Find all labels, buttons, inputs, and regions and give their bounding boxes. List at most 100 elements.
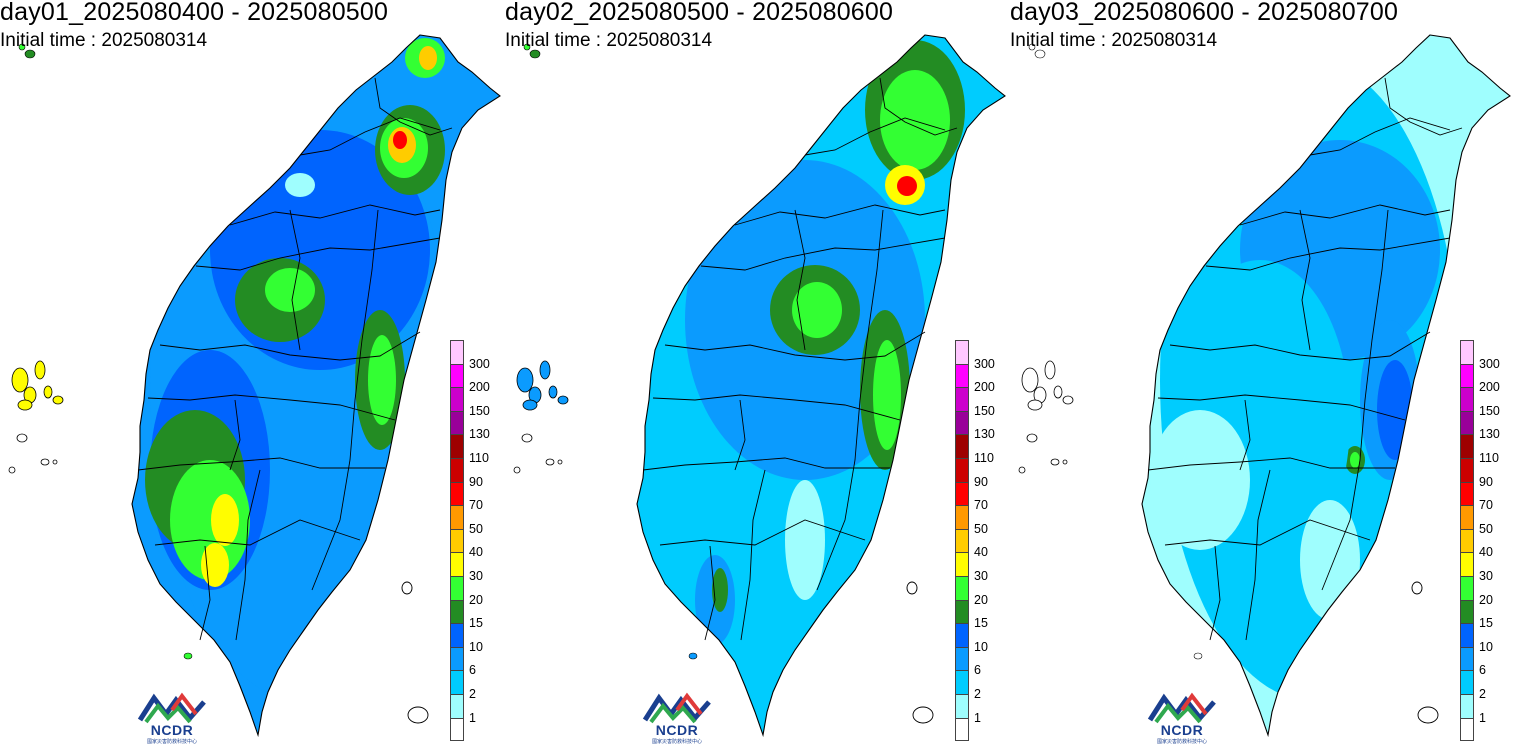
county-boundary	[1164, 519, 1371, 546]
legend-swatch	[450, 410, 464, 435]
penghu-island	[11, 367, 29, 393]
legend-row: 40	[450, 528, 510, 559]
small-island	[1050, 458, 1060, 466]
penghu-island	[557, 395, 569, 405]
county-boundary	[1384, 77, 1463, 136]
rainfall-fill	[132, 35, 500, 735]
legend-label: 110	[1479, 450, 1499, 465]
legend-label: 50	[974, 521, 988, 536]
legend-swatch	[450, 481, 464, 506]
county-boundary	[147, 394, 396, 421]
legend-swatch	[1460, 434, 1474, 458]
legend-swatch	[955, 528, 969, 553]
legend-row: 300	[450, 340, 510, 371]
penghu-island	[1027, 399, 1043, 411]
offshore-island	[1417, 706, 1439, 724]
legend-swatch	[450, 646, 464, 671]
rainfall-contour	[170, 460, 250, 580]
small-island	[545, 458, 555, 466]
legend-row: 2	[1460, 670, 1515, 701]
legend-swatch	[955, 575, 969, 600]
legend-swatch	[955, 363, 969, 388]
county-boundary	[1205, 237, 1451, 271]
legend-swatch	[955, 646, 969, 671]
legend-label: 6	[974, 663, 981, 678]
rainfall-contour	[368, 335, 396, 425]
initial-time-value: 2025080314	[1111, 30, 1218, 51]
legend-label: 30	[469, 568, 483, 583]
legend-label: 110	[469, 450, 489, 465]
legend-row	[955, 717, 1015, 742]
legend-row: 10	[955, 623, 1015, 654]
matsu-island	[1028, 43, 1036, 51]
legend-row: 70	[450, 481, 510, 512]
legend-label: 1	[974, 710, 981, 725]
rainfall-contour	[897, 176, 917, 196]
county-boundary	[642, 457, 890, 471]
county-boundary	[229, 204, 441, 226]
initial-time-label: Initial time :	[0, 30, 97, 51]
legend-row: 1	[955, 693, 1015, 725]
penghu-island	[1062, 395, 1074, 405]
rainfall-contour	[1150, 410, 1250, 550]
penghu-island	[548, 385, 558, 399]
taiwan-coastline	[131, 34, 501, 738]
county-boundary	[374, 77, 453, 136]
legend-swatch	[450, 717, 464, 742]
county-boundary	[1299, 209, 1311, 351]
legend-label: 6	[469, 663, 476, 678]
county-boundary	[740, 469, 766, 641]
legend-swatch	[955, 552, 969, 576]
legend-label: 130	[974, 427, 995, 442]
logo-subtext: 國家災害防救科技中心	[651, 739, 702, 745]
rainfall-contour	[211, 494, 239, 546]
legend-swatch	[1460, 528, 1474, 553]
matsu-island	[1034, 49, 1046, 59]
matsu-island	[24, 49, 36, 59]
penghu-island	[522, 399, 538, 411]
legend-label: 2	[469, 686, 476, 701]
legend-swatch	[450, 387, 464, 411]
legend-swatch	[450, 623, 464, 647]
county-boundary	[816, 209, 884, 591]
legend-label: 150	[1479, 403, 1500, 418]
small-island	[16, 433, 28, 443]
county-boundary	[700, 237, 946, 271]
rainfall-contour	[880, 70, 950, 170]
logo-subtext: 國家災害防救科技中心	[146, 739, 197, 745]
legend-row: 10	[450, 623, 510, 654]
legend-row: 110	[955, 434, 1015, 465]
legend-label: 6	[1479, 663, 1486, 678]
taiwan-coastline	[1141, 34, 1511, 738]
small-island	[1018, 466, 1026, 474]
rainfall-map-panel-day03: day03_2025080600 - 2025080700 Initial ti…	[1010, 0, 1515, 749]
matsu-island	[529, 49, 541, 59]
legend-swatch	[955, 434, 969, 458]
legend-row: 10	[1460, 623, 1515, 654]
legend-row: 200	[450, 363, 510, 394]
legend-swatch	[450, 670, 464, 694]
ncdr-logo: NCDR 國家災害防救科技中心	[1146, 690, 1226, 746]
legend-row: 1	[450, 693, 510, 725]
legend-swatch	[1460, 575, 1474, 600]
county-boundary	[1147, 457, 1395, 471]
panel-title: day02_2025080500 - 2025080600	[505, 0, 894, 26]
small-island	[521, 433, 533, 443]
legend-row: 70	[1460, 481, 1515, 512]
legend-row: 50	[1460, 505, 1515, 536]
legend-label: 50	[469, 521, 483, 536]
legend-swatch	[450, 434, 464, 458]
legend-swatch	[1460, 387, 1474, 411]
penghu-island	[52, 395, 64, 405]
county-boundary	[311, 209, 379, 591]
legend-label: 40	[469, 545, 483, 560]
rainfall-contour	[419, 46, 437, 70]
county-boundary	[804, 117, 946, 156]
matsu-island	[18, 43, 26, 51]
legend-row: 30	[955, 552, 1015, 583]
legend-row: 20	[1460, 575, 1515, 607]
county-boundary	[879, 77, 958, 136]
legend-row	[1460, 717, 1515, 742]
legend-swatch	[1460, 552, 1474, 576]
rainfall-contour	[393, 131, 407, 149]
